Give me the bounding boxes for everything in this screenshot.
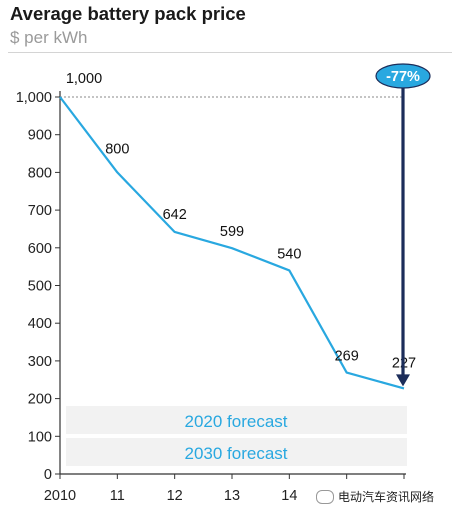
data-label: 642	[163, 207, 187, 223]
data-label: 540	[277, 246, 301, 262]
y-tick-label: 0	[44, 467, 52, 483]
y-tick-label: 800	[28, 165, 52, 181]
chat-bubble-icon	[316, 489, 334, 504]
y-tick-label: 1,000	[16, 90, 52, 106]
watermark: 电动汽车资讯网络	[316, 488, 434, 505]
data-label: 800	[105, 141, 129, 157]
forecast-label: 2020 forecast	[184, 412, 287, 431]
y-tick-label: 700	[28, 203, 52, 219]
y-tick-label: 400	[28, 316, 52, 332]
y-tick-label: 900	[28, 128, 52, 144]
change-arrow-head	[396, 374, 410, 387]
forecast-label: 2030 forecast	[184, 444, 287, 463]
x-tick-label: 11	[110, 488, 125, 504]
forecast-band	[66, 406, 407, 434]
chart-title: Average battery pack price	[10, 3, 246, 24]
x-tick-label: 14	[281, 488, 297, 504]
forecast-band	[66, 438, 407, 466]
data-label: 599	[220, 224, 244, 240]
data-label: 1,000	[66, 71, 102, 87]
title-divider	[8, 52, 452, 53]
watermark-text: 电动汽车资讯网络	[338, 490, 435, 504]
series-line	[59, 96, 405, 390]
x-tick-label: 13	[224, 488, 240, 504]
y-tick-label: 600	[28, 241, 52, 257]
y-tick-label: 500	[28, 279, 52, 295]
change-badge	[375, 63, 431, 89]
y-tick-label: 300	[28, 354, 52, 370]
change-badge-label: -77%	[386, 69, 420, 85]
y-tick-label: 200	[28, 392, 52, 408]
x-tick-label: 2010	[44, 488, 76, 504]
x-tick-label: 12	[167, 488, 183, 504]
data-label: 269	[335, 349, 359, 365]
y-tick-label: 100	[28, 429, 52, 445]
chart-subtitle: $ per kWh	[10, 28, 88, 47]
